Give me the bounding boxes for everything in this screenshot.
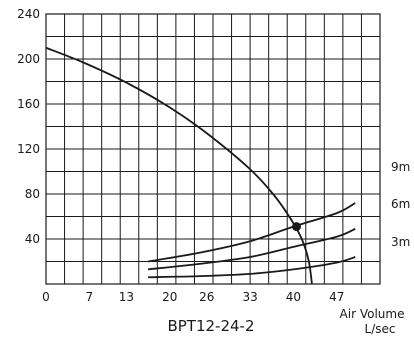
tick-labels: 0 7 13 20 26 33 40 47 40 80 120 160 200 240	[17, 7, 344, 304]
x-tick-label: 13	[119, 290, 134, 304]
system-curve-label: 6m	[391, 197, 410, 211]
y-tick-label: 240	[17, 7, 40, 21]
system-curve-label: 3m	[391, 235, 410, 249]
system-curve-label: 9m	[391, 160, 410, 174]
plot-frame	[45, 13, 381, 285]
y-tick-label: 120	[17, 142, 40, 156]
y-tick-label: 200	[17, 52, 40, 66]
y-tick-label: 80	[25, 187, 40, 201]
y-tick-label: 160	[17, 97, 40, 111]
system-curve-9m	[147, 202, 356, 263]
x-axis-title: Air Volume	[340, 307, 405, 321]
x-tick-label: 40	[286, 290, 301, 304]
x-tick-label: 47	[329, 290, 344, 304]
system-curve-3m	[148, 256, 356, 279]
system-curve-6m	[147, 228, 356, 271]
x-tick-label: 26	[199, 290, 214, 304]
x-tick-label: 33	[242, 290, 257, 304]
x-tick-label: 20	[162, 290, 177, 304]
x-tick-label: 7	[85, 290, 93, 304]
operating-point	[292, 222, 301, 232]
grid-lines	[46, 14, 380, 284]
curves	[45, 46, 356, 285]
fan-curve	[45, 46, 313, 285]
chart-title: BPT12-24-2	[167, 317, 254, 335]
y-tick-label: 40	[25, 232, 40, 246]
x-axis-unit: L/sec	[365, 322, 396, 336]
system-curve-labels: 9m 6m 3m	[391, 160, 410, 249]
x-tick-label: 0	[42, 290, 50, 304]
